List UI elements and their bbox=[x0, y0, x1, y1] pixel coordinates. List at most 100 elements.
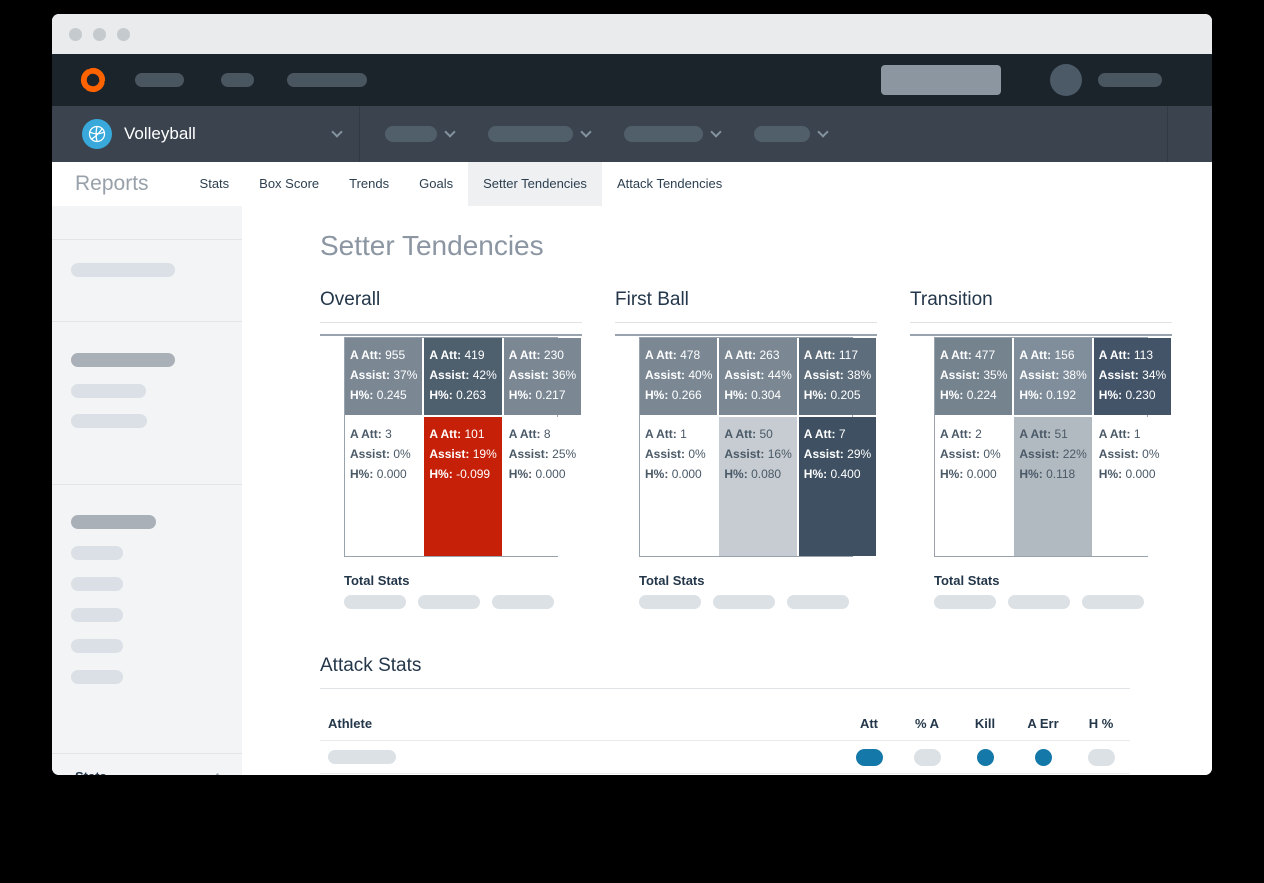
window-zoom-button[interactable] bbox=[117, 27, 130, 41]
user-menu-placeholder[interactable] bbox=[1098, 73, 1162, 87]
sidebar-link-placeholder[interactable] bbox=[71, 384, 146, 398]
sport-selector[interactable]: Volleyball bbox=[52, 106, 360, 162]
filter-dropdown[interactable] bbox=[754, 126, 829, 142]
tendency-cell: A Att: 230 Assist: 36% H%: 0.217 bbox=[503, 338, 582, 415]
stat-label: A Att: bbox=[724, 427, 757, 441]
total-stat-placeholder bbox=[787, 595, 849, 609]
column-kill[interactable]: Kill bbox=[974, 716, 996, 731]
total-stat-placeholder bbox=[344, 595, 406, 609]
stat-label: A Att: bbox=[350, 427, 382, 441]
stat-value: 50 bbox=[759, 427, 773, 441]
stat-label: A Att: bbox=[350, 348, 382, 362]
stat-label: Assist: bbox=[1098, 447, 1139, 461]
tendency-grid: A Att: 955 Assist: 37% H%: 0.245 A Att: 41… bbox=[344, 337, 582, 557]
stat-label: H%: bbox=[724, 388, 748, 402]
panel-title: First Ball bbox=[615, 289, 877, 323]
stat-label: A Att: bbox=[1098, 427, 1131, 441]
stat-label: Assist: bbox=[724, 447, 765, 461]
tendency-cell: A Att: 50 Assist: 16% H%: 0.080 bbox=[719, 417, 797, 556]
chevron-down-icon bbox=[580, 126, 592, 138]
column-athlete[interactable]: Athlete bbox=[328, 716, 373, 731]
hudl-logo-icon[interactable] bbox=[78, 65, 108, 95]
stat-label: A Att: bbox=[803, 427, 836, 441]
stat-label: A Att: bbox=[940, 427, 972, 441]
court-top-line bbox=[615, 334, 877, 336]
sidebar-link-placeholder[interactable] bbox=[71, 414, 147, 428]
tab-box-score[interactable]: Box Score bbox=[259, 176, 320, 191]
stat-value: 0.217 bbox=[535, 388, 566, 402]
tendency-cell: A Att: 117 Assist: 38% H%: 0.205 bbox=[798, 338, 877, 415]
filter-dropdown[interactable] bbox=[488, 126, 592, 142]
stat-label: A Att: bbox=[508, 348, 541, 362]
tab-setter-tendencies[interactable]: Setter Tendencies bbox=[468, 162, 602, 206]
attack-stats-section: Attack Stats Athlete Att % A Kill A Err … bbox=[320, 655, 1130, 774]
nav-item-placeholder[interactable] bbox=[221, 73, 254, 87]
panel-title: Overall bbox=[320, 289, 582, 323]
sidebar-link-placeholder[interactable] bbox=[71, 546, 123, 560]
stat-label: A Att: bbox=[1019, 348, 1052, 362]
stat-value: 0% bbox=[983, 447, 1001, 461]
athlete-row[interactable] bbox=[320, 741, 1130, 774]
total-stats: Total Stats bbox=[344, 573, 582, 609]
sidebar-link-placeholder[interactable] bbox=[71, 263, 175, 277]
tendency-cell: A Att: 101 Assist: 19% H%: -0.099 bbox=[424, 417, 502, 556]
attack-stats-title: Attack Stats bbox=[320, 655, 1130, 689]
chevron-up-icon[interactable] bbox=[211, 772, 224, 775]
tendency-cell: A Att: 263 Assist: 44% H%: 0.304 bbox=[719, 338, 797, 415]
stat-value: 51 bbox=[1054, 427, 1068, 441]
tendency-cell: A Att: 3 Assist: 0% H%: 0.000 bbox=[345, 417, 423, 556]
column-pct-a[interactable]: % A bbox=[914, 716, 940, 731]
stat-value: 38% bbox=[847, 368, 872, 382]
chevron-down-icon bbox=[710, 126, 722, 138]
tab-trends[interactable]: Trends bbox=[349, 176, 390, 191]
search-input[interactable] bbox=[881, 65, 1001, 95]
stat-label: H%: bbox=[1098, 467, 1123, 481]
tendency-cell: A Att: 478 Assist: 40% H%: 0.266 bbox=[640, 338, 718, 415]
stat-value: 0.205 bbox=[830, 388, 861, 402]
total-stat-placeholder bbox=[492, 595, 554, 609]
sidebar-link-placeholder[interactable] bbox=[71, 670, 123, 684]
filter-dropdown[interactable] bbox=[624, 126, 722, 142]
tab-goals[interactable]: Goals bbox=[419, 176, 454, 191]
sidebar-link-placeholder[interactable] bbox=[71, 608, 123, 622]
app-window: Volleyball Reports Stats Box Score Trend… bbox=[52, 14, 1212, 775]
stat-value: 0.000 bbox=[376, 467, 407, 481]
window-minimize-button[interactable] bbox=[93, 27, 106, 41]
stat-value: 8 bbox=[543, 427, 551, 441]
stat-value: 35% bbox=[983, 368, 1008, 382]
sidebar-link-placeholder[interactable] bbox=[71, 577, 123, 591]
divider bbox=[52, 753, 242, 754]
stat-label: H%: bbox=[508, 467, 533, 481]
stat-value: 44% bbox=[767, 368, 792, 382]
stat-label: H%: bbox=[350, 467, 374, 481]
panel-overall: Overall A Att: 955 Assist: 37% H%: 0.245 A… bbox=[320, 289, 582, 609]
stat-label: H%: bbox=[803, 388, 828, 402]
stat-value: 101 bbox=[464, 427, 485, 441]
total-stats-label: Total Stats bbox=[934, 573, 1000, 588]
total-stats-label: Total Stats bbox=[639, 573, 705, 588]
court-top-line bbox=[910, 334, 1172, 336]
chevron-down-icon bbox=[444, 126, 456, 138]
avatar[interactable] bbox=[1050, 64, 1082, 96]
stat-label: Assist: bbox=[645, 447, 686, 461]
sidebar-link-placeholder[interactable] bbox=[71, 639, 123, 653]
stat-label: A Att: bbox=[645, 427, 677, 441]
stat-value: 38% bbox=[1062, 368, 1087, 382]
window-close-button[interactable] bbox=[69, 27, 82, 41]
stat-value: 0.000 bbox=[966, 467, 997, 481]
filter-dropdown[interactable] bbox=[385, 126, 456, 142]
stat-value: 36% bbox=[552, 368, 577, 382]
column-att[interactable]: Att bbox=[859, 716, 879, 731]
tab-stats[interactable]: Stats bbox=[199, 176, 230, 191]
stat-label: H%: bbox=[940, 467, 964, 481]
nav-item-placeholder[interactable] bbox=[135, 73, 184, 87]
tab-attack-tendencies[interactable]: Attack Tendencies bbox=[616, 176, 723, 191]
stat-label: A Att: bbox=[645, 348, 677, 362]
nav-item-placeholder[interactable] bbox=[287, 73, 367, 87]
att-value-placeholder bbox=[855, 748, 883, 766]
column-h-pct[interactable]: H % bbox=[1088, 716, 1114, 731]
divider bbox=[52, 239, 242, 240]
stat-value: 29% bbox=[847, 447, 872, 461]
column-a-err[interactable]: A Err bbox=[1027, 716, 1059, 731]
divider bbox=[52, 484, 242, 485]
